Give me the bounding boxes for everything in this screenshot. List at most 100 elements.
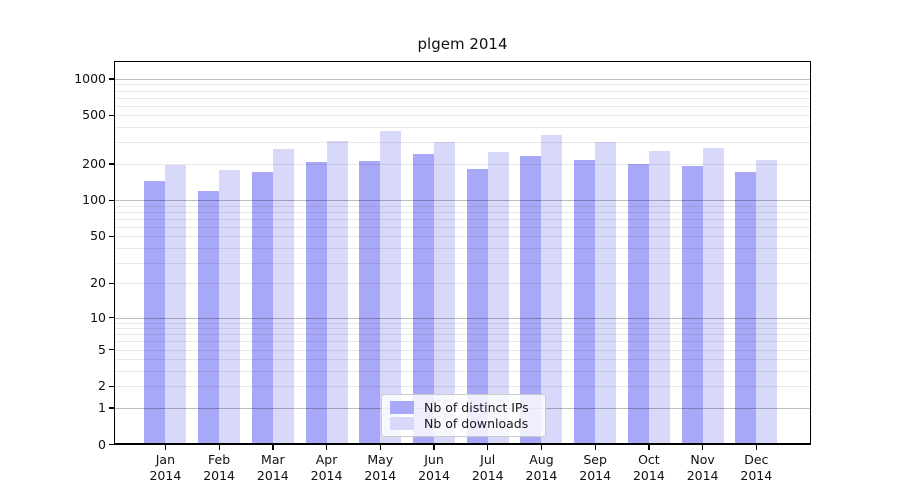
y-tick-label-5: 5 bbox=[98, 341, 106, 357]
legend-row-distinct-ips: Nb of distinct IPs bbox=[390, 400, 537, 415]
bar-downloads-jun bbox=[434, 142, 455, 444]
bar-downloads-nov bbox=[702, 147, 724, 444]
x-axis-spine bbox=[114, 442, 811, 445]
bar-downloads-may bbox=[380, 131, 402, 444]
x-tick-mark bbox=[272, 444, 274, 450]
plot-area bbox=[114, 61, 811, 445]
y-tick-mark bbox=[109, 114, 114, 117]
bar-ips-jun bbox=[413, 154, 434, 444]
gridline-200 bbox=[115, 163, 810, 165]
gridline-40 bbox=[115, 247, 810, 249]
legend-swatch-downloads bbox=[390, 417, 414, 431]
x-tick-mark bbox=[487, 444, 489, 450]
x-tick-mark bbox=[433, 444, 435, 450]
bar-ips-feb bbox=[198, 190, 220, 444]
gridline-8 bbox=[115, 328, 810, 330]
y-tick-mark bbox=[109, 349, 114, 351]
gridline-90 bbox=[115, 205, 810, 207]
gridline-900 bbox=[115, 84, 810, 86]
x-tick-label-may: May 2014 bbox=[364, 452, 397, 483]
y-tick-mark bbox=[109, 199, 114, 201]
x-tick-label-jan: Jan 2014 bbox=[149, 452, 182, 483]
x-tick-label-oct: Oct 2014 bbox=[632, 452, 665, 483]
y-tick-mark bbox=[109, 235, 114, 238]
bar-downloads-jan bbox=[165, 165, 187, 444]
legend-swatch-distinct-ips bbox=[390, 400, 414, 414]
x-tick-label-jun: Jun 2014 bbox=[418, 452, 450, 483]
y-tick-label-20: 20 bbox=[90, 275, 106, 291]
bar-ips-dec bbox=[735, 172, 757, 444]
bar-downloads-jul bbox=[487, 151, 509, 444]
x-tick-label-sep: Sep 2014 bbox=[579, 452, 612, 483]
x-tick-label-mar: Mar 2014 bbox=[256, 452, 289, 483]
x-tick-mark bbox=[540, 444, 543, 450]
x-tick-mark bbox=[702, 444, 704, 450]
x-tick-mark bbox=[325, 444, 328, 450]
gridline-5 bbox=[115, 349, 810, 351]
x-tick-label-nov: Nov 2014 bbox=[686, 452, 719, 483]
x-tick-label-jul: Jul 2014 bbox=[471, 452, 504, 483]
y-tick-mark bbox=[109, 163, 114, 165]
bar-ips-aug bbox=[520, 156, 542, 444]
bar-ips-sep bbox=[574, 159, 596, 444]
y-tick-label-100: 100 bbox=[82, 192, 106, 208]
gridline-100 bbox=[115, 200, 810, 202]
bar-downloads-sep bbox=[595, 142, 617, 444]
gridline-3 bbox=[115, 371, 810, 373]
bar-ips-jul bbox=[466, 169, 488, 444]
y-tick-mark bbox=[109, 407, 114, 409]
legend-label-downloads: Nb of downloads bbox=[424, 416, 529, 432]
x-tick-mark bbox=[218, 444, 220, 450]
x-tick-label-aug: Aug 2014 bbox=[525, 452, 558, 483]
gridline-2 bbox=[115, 386, 810, 388]
x-tick-label-apr: Apr 2014 bbox=[310, 452, 343, 483]
gridline-600 bbox=[115, 105, 810, 107]
y-tick-label-10: 10 bbox=[90, 309, 106, 325]
bar-ips-mar bbox=[251, 172, 273, 444]
y-tick-label-0: 0 bbox=[98, 436, 106, 452]
gridline-60 bbox=[115, 226, 810, 228]
gridline-7 bbox=[115, 334, 810, 336]
x-tick-mark bbox=[648, 444, 650, 450]
y-axis-spine bbox=[114, 61, 116, 445]
y-tick-mark bbox=[109, 282, 114, 285]
y-tick-mark bbox=[109, 78, 114, 80]
bar-downloads-aug bbox=[541, 135, 563, 444]
gridline-800 bbox=[115, 90, 810, 92]
y-tick-mark bbox=[109, 444, 114, 446]
y-tick-label-200: 200 bbox=[82, 155, 106, 171]
gridline-500 bbox=[115, 115, 810, 117]
gridline-4 bbox=[115, 359, 810, 361]
gridline-80 bbox=[115, 211, 810, 213]
top-spine bbox=[114, 61, 811, 63]
legend: Nb of distinct IPs Nb of downloads bbox=[381, 394, 546, 437]
x-tick-label-feb: Feb 2014 bbox=[203, 452, 236, 483]
gridline-6 bbox=[115, 341, 810, 343]
x-tick-label-dec: Dec 2014 bbox=[740, 452, 773, 483]
legend-label-distinct-ips: Nb of distinct IPs bbox=[424, 399, 529, 415]
bar-ips-jan bbox=[144, 180, 166, 444]
y-tick-label-1000: 1000 bbox=[74, 70, 106, 86]
gridline-50 bbox=[115, 236, 810, 238]
gridline-1000 bbox=[115, 78, 810, 80]
y-tick-label-1: 1 bbox=[98, 399, 106, 415]
gridline-70 bbox=[115, 218, 810, 220]
right-spine bbox=[809, 61, 811, 445]
y-tick-label-2: 2 bbox=[98, 378, 106, 394]
bar-downloads-dec bbox=[756, 159, 778, 444]
bar-downloads-feb bbox=[219, 169, 241, 444]
x-tick-mark bbox=[379, 444, 381, 450]
bar-ips-nov bbox=[681, 166, 703, 444]
bar-ips-may bbox=[359, 161, 381, 444]
chart-title: plgem 2014 bbox=[417, 35, 508, 53]
x-tick-mark bbox=[594, 444, 596, 450]
x-tick-mark bbox=[755, 444, 758, 450]
gridline-9 bbox=[115, 322, 810, 324]
y-tick-label-50: 50 bbox=[90, 228, 106, 244]
x-tick-mark bbox=[164, 444, 167, 450]
gridline-300 bbox=[115, 142, 810, 144]
bar-downloads-mar bbox=[272, 148, 294, 444]
gridline-700 bbox=[115, 97, 810, 99]
y-tick-mark bbox=[109, 385, 114, 388]
